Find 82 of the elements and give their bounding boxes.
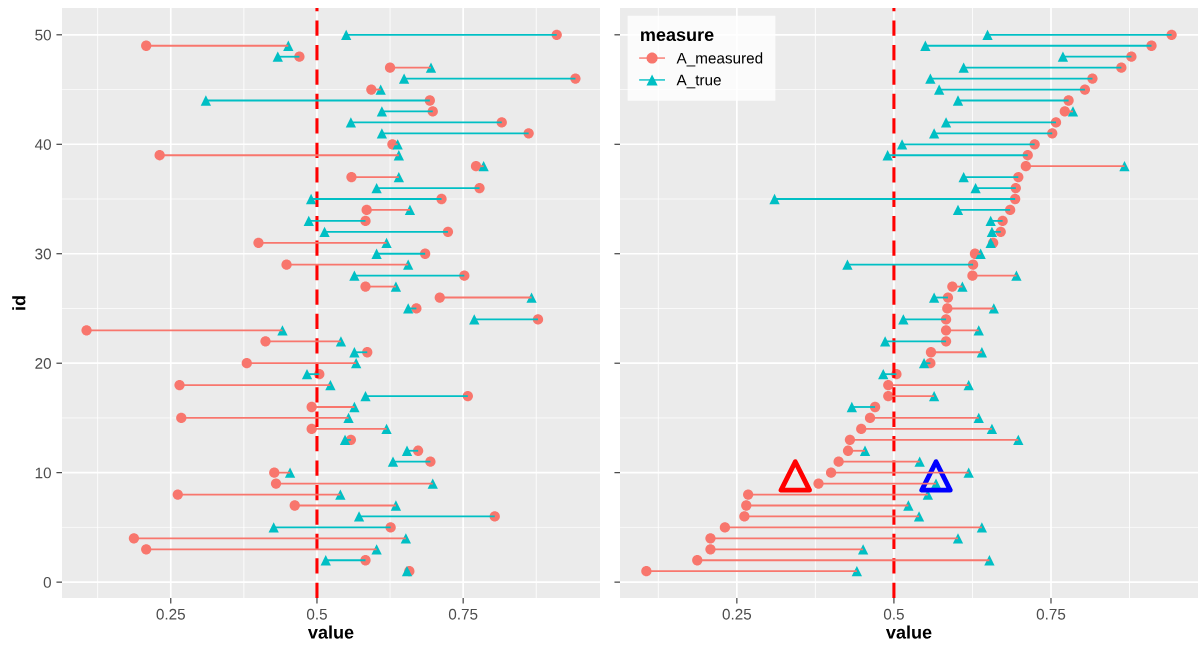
point bbox=[1013, 434, 1024, 445]
x-tick-label: 0.5 bbox=[306, 608, 327, 620]
point bbox=[739, 511, 750, 522]
point bbox=[1063, 95, 1074, 106]
y-axis-title: id bbox=[12, 296, 26, 310]
point bbox=[957, 281, 968, 292]
point bbox=[390, 500, 402, 511]
point bbox=[952, 95, 964, 106]
point bbox=[284, 467, 296, 478]
point bbox=[940, 314, 952, 325]
point bbox=[387, 456, 399, 467]
point bbox=[1059, 106, 1070, 117]
point bbox=[341, 29, 352, 40]
point bbox=[390, 281, 402, 292]
point bbox=[1079, 84, 1091, 95]
point bbox=[898, 314, 909, 325]
point bbox=[985, 215, 996, 227]
point bbox=[934, 84, 945, 95]
point bbox=[424, 95, 435, 106]
point bbox=[743, 489, 754, 500]
point bbox=[360, 281, 371, 292]
y-tick-label: 10 bbox=[35, 467, 51, 479]
x-tick-label: 0.75 bbox=[1036, 608, 1066, 620]
point bbox=[434, 292, 445, 303]
point bbox=[919, 459, 953, 493]
point bbox=[172, 489, 183, 500]
x-tick-label: 0.25 bbox=[722, 608, 752, 620]
point bbox=[272, 51, 283, 62]
point bbox=[940, 117, 952, 128]
x-tick-label: 0.25 bbox=[156, 608, 185, 620]
legend-title: measure bbox=[641, 31, 714, 42]
point bbox=[349, 270, 360, 281]
point bbox=[268, 522, 279, 533]
point bbox=[986, 226, 998, 237]
point bbox=[1067, 106, 1079, 117]
x-tick-label: 0.75 bbox=[448, 608, 478, 620]
point bbox=[427, 106, 438, 117]
point bbox=[988, 303, 999, 314]
point bbox=[913, 511, 925, 522]
point bbox=[303, 215, 314, 227]
y-tick-label: 20 bbox=[35, 358, 51, 369]
x-axis-title: value bbox=[307, 625, 354, 639]
point bbox=[778, 459, 812, 493]
point bbox=[973, 325, 984, 336]
point bbox=[1011, 270, 1022, 281]
point bbox=[942, 292, 954, 303]
point bbox=[283, 40, 294, 51]
point bbox=[958, 62, 969, 73]
point bbox=[398, 73, 410, 84]
point bbox=[1057, 51, 1069, 62]
point bbox=[532, 314, 544, 325]
point bbox=[469, 314, 480, 325]
y-tick-label: 40 bbox=[34, 139, 51, 150]
point bbox=[903, 500, 914, 511]
point bbox=[928, 292, 940, 303]
x-tick-label: 0.5 bbox=[883, 608, 904, 620]
x-axis-title: value bbox=[885, 625, 932, 639]
point bbox=[920, 40, 931, 51]
point bbox=[976, 522, 988, 533]
point bbox=[375, 84, 386, 95]
y-tick-label: 0 bbox=[43, 577, 51, 588]
y-tick-label: 30 bbox=[35, 248, 51, 260]
point bbox=[403, 259, 414, 270]
point bbox=[353, 511, 365, 522]
point bbox=[846, 401, 857, 413]
point bbox=[947, 281, 958, 292]
point bbox=[200, 95, 212, 106]
point bbox=[376, 106, 388, 117]
point bbox=[842, 259, 853, 270]
point bbox=[526, 292, 537, 303]
point bbox=[366, 84, 377, 95]
point bbox=[335, 489, 346, 500]
point bbox=[345, 117, 357, 128]
point bbox=[411, 303, 422, 314]
legend-label: A_measured bbox=[676, 52, 763, 67]
y-tick-label: 50 bbox=[35, 29, 51, 41]
point bbox=[925, 73, 936, 84]
legend-label: A_true bbox=[676, 74, 721, 89]
point bbox=[403, 303, 414, 314]
point bbox=[371, 248, 382, 259]
point bbox=[277, 325, 288, 336]
point bbox=[425, 62, 437, 73]
